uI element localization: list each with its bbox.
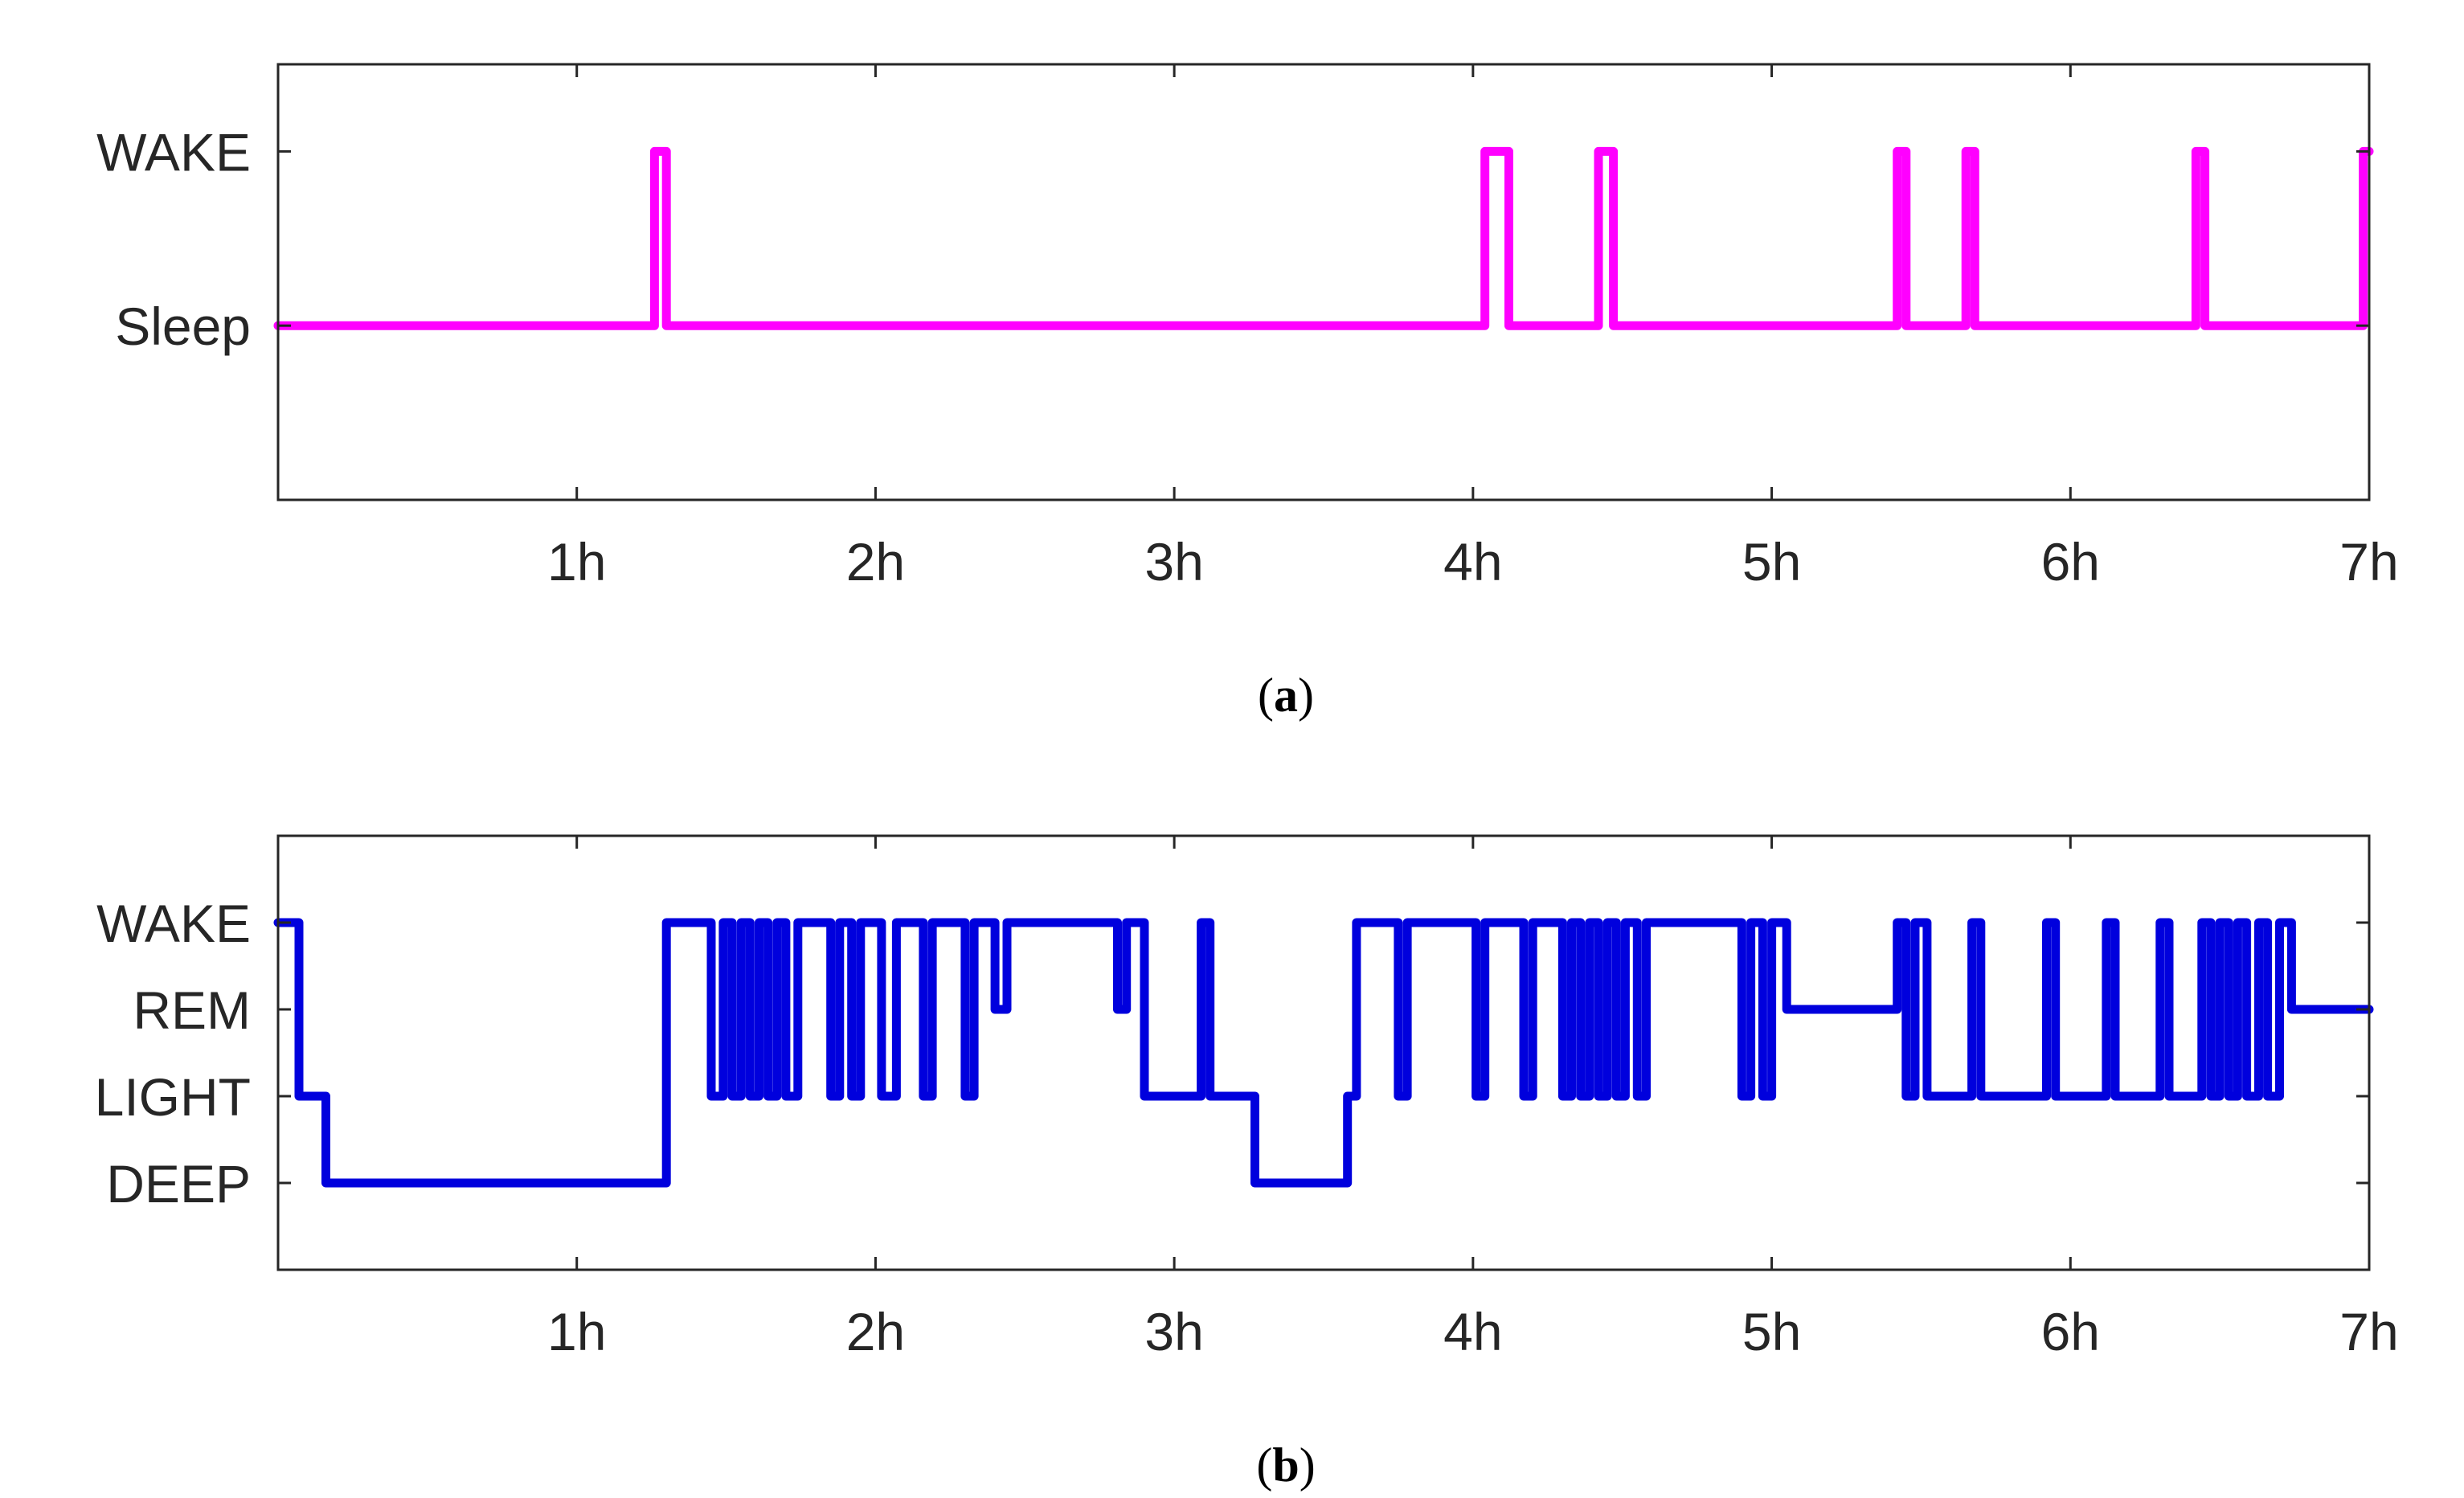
axes-box bbox=[276, 63, 2371, 501]
series-line-a-0 bbox=[273, 146, 2374, 330]
y-tick-label: DEEP bbox=[106, 1154, 251, 1214]
axes-box bbox=[276, 834, 2371, 1271]
x-tick-label: 4h bbox=[1443, 532, 1502, 591]
x-tick-label: 1h bbox=[547, 532, 606, 591]
panel-caption: (a) bbox=[1258, 669, 1314, 722]
x-tick-label: 2h bbox=[846, 532, 905, 591]
series-line-b-0 bbox=[273, 918, 2374, 1188]
x-tick-label: 3h bbox=[1144, 1302, 1203, 1361]
x-tick-label: 5h bbox=[1742, 1302, 1801, 1361]
panel-b: 1h 2h 3h 4h 5h 6h 7h WAKE REM LIGHT DEEP (b) bbox=[95, 834, 2399, 1492]
y-tick-label: REM bbox=[133, 980, 251, 1040]
x-tick-label: 6h bbox=[2041, 1302, 2100, 1361]
x-tick-label: 5h bbox=[1742, 532, 1801, 591]
x-tick-label: 6h bbox=[2041, 532, 2100, 591]
x-tick-label: 2h bbox=[846, 1302, 905, 1361]
panel-a: 1h 2h 3h 4h 5h 6h 7h WAKE Sleep (a) bbox=[96, 63, 2399, 722]
y-tick-label: WAKE bbox=[96, 894, 251, 953]
x-tick-label: 3h bbox=[1144, 532, 1203, 591]
y-tick-label: LIGHT bbox=[95, 1067, 251, 1127]
panel-caption-letter: a bbox=[1274, 669, 1298, 722]
y-tick-label: WAKE bbox=[96, 122, 251, 182]
x-tick-label: 7h bbox=[2339, 532, 2398, 591]
y-tick-label: Sleep bbox=[115, 297, 251, 356]
panel-caption: (b) bbox=[1256, 1439, 1315, 1492]
x-tick-label: 1h bbox=[547, 1302, 606, 1361]
x-tick-label: 7h bbox=[2339, 1302, 2398, 1361]
x-tick-label: 4h bbox=[1443, 1302, 1502, 1361]
panel-caption-letter: b bbox=[1272, 1439, 1299, 1492]
